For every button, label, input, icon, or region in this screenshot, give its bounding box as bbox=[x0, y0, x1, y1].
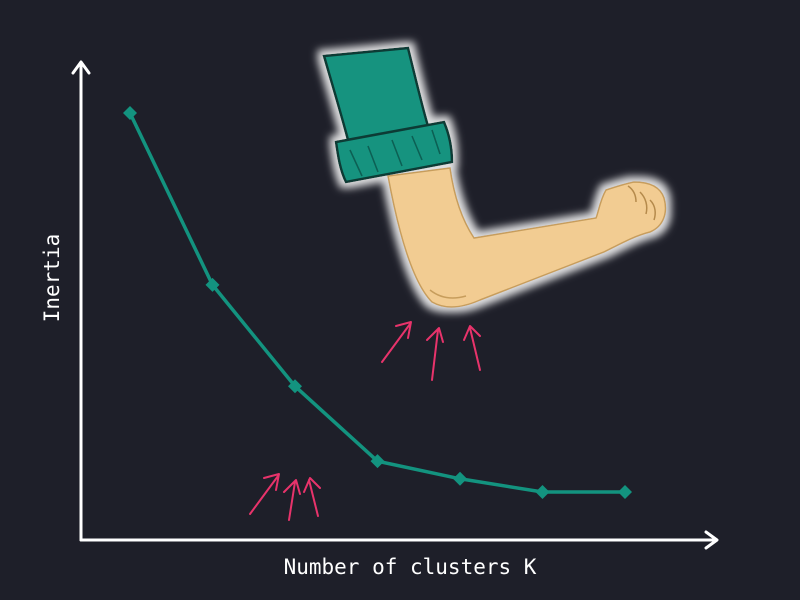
data-point-k6 bbox=[535, 485, 550, 499]
series-layer bbox=[123, 106, 632, 499]
sleeve bbox=[322, 46, 430, 142]
arm-pain-arrow-left bbox=[381, 321, 412, 363]
arm-pain-arrow-middle bbox=[426, 327, 444, 381]
arm-skin bbox=[387, 167, 667, 308]
sleeve-cuff bbox=[334, 120, 454, 184]
axes bbox=[71, 60, 719, 550]
pain-arrow-right bbox=[303, 477, 321, 517]
x-axis-title: Number of clusters K bbox=[284, 555, 537, 579]
bent-arm-elbow-icon bbox=[322, 46, 667, 308]
data-point-k7 bbox=[618, 485, 632, 499]
cuff-hatching bbox=[349, 129, 441, 177]
arm-pain-arrow-right bbox=[463, 325, 481, 371]
data-point-k5 bbox=[453, 471, 467, 486]
fist-lines bbox=[627, 185, 656, 221]
data-point-k4 bbox=[370, 454, 385, 469]
y-axis-title: Inertia bbox=[40, 234, 64, 323]
elbow-pain-arrows bbox=[249, 473, 321, 521]
y-axis-arrowhead bbox=[71, 60, 91, 75]
data-point-k3 bbox=[288, 379, 302, 394]
data-point-k2 bbox=[205, 277, 220, 292]
pain-arrow-middle bbox=[283, 479, 301, 521]
arm-pain-arrows bbox=[381, 321, 481, 381]
data-point-k1 bbox=[123, 106, 137, 120]
x-axis-arrowhead bbox=[704, 530, 719, 550]
pain-arrow-left bbox=[249, 473, 280, 515]
elbow-shading bbox=[429, 289, 467, 299]
